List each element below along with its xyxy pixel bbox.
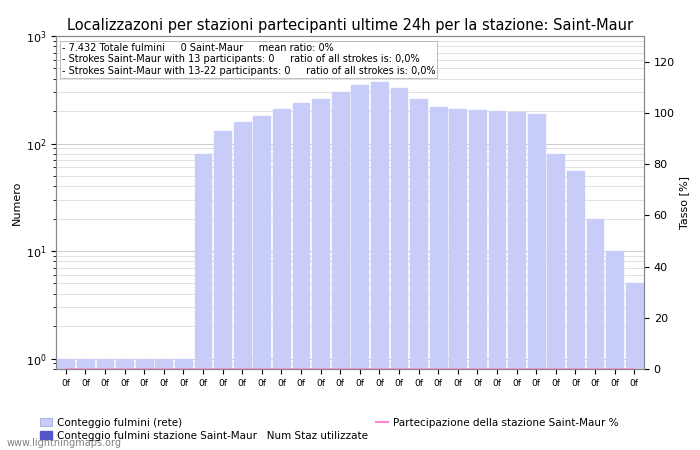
Title: Localizzazoni per stazioni partecipanti ultime 24h per la stazione: Saint-Maur: Localizzazoni per stazioni partecipanti … bbox=[67, 18, 633, 33]
Bar bbox=[136, 359, 153, 450]
Bar bbox=[57, 359, 74, 450]
Bar bbox=[626, 284, 643, 450]
Bar bbox=[253, 116, 270, 450]
Bar bbox=[351, 85, 368, 450]
Bar bbox=[567, 171, 584, 450]
Bar bbox=[116, 359, 133, 450]
Bar bbox=[195, 154, 211, 450]
Bar bbox=[547, 154, 564, 450]
Bar bbox=[449, 109, 466, 450]
Bar bbox=[371, 82, 388, 450]
Bar bbox=[312, 99, 329, 450]
Bar bbox=[587, 219, 603, 450]
Y-axis label: Numero: Numero bbox=[11, 180, 22, 225]
Bar bbox=[214, 131, 231, 450]
Bar bbox=[273, 109, 290, 450]
Text: www.lightningmaps.org: www.lightningmaps.org bbox=[7, 438, 122, 448]
Bar bbox=[391, 88, 407, 450]
Bar bbox=[234, 122, 251, 450]
Bar bbox=[410, 99, 427, 450]
Legend: Conteggio fulmini (rete), Conteggio fulmini stazione Saint-Maur   Num Staz utili: Conteggio fulmini (rete), Conteggio fulm… bbox=[36, 414, 622, 445]
Bar bbox=[332, 92, 349, 450]
Bar bbox=[293, 103, 309, 450]
Bar bbox=[508, 112, 525, 450]
Bar bbox=[430, 107, 447, 450]
Y-axis label: Tasso [%]: Tasso [%] bbox=[679, 176, 689, 229]
Bar bbox=[528, 113, 545, 450]
Bar bbox=[97, 359, 113, 450]
Bar bbox=[155, 359, 172, 450]
Bar bbox=[469, 110, 486, 450]
Bar bbox=[606, 251, 623, 450]
Text: - 7.432 Totale fulmini     0 Saint-Maur     mean ratio: 0%
- Strokes Saint-Maur : - 7.432 Totale fulmini 0 Saint-Maur mean… bbox=[62, 43, 435, 76]
Bar bbox=[489, 111, 505, 450]
Bar bbox=[175, 359, 192, 450]
Bar bbox=[77, 359, 94, 450]
